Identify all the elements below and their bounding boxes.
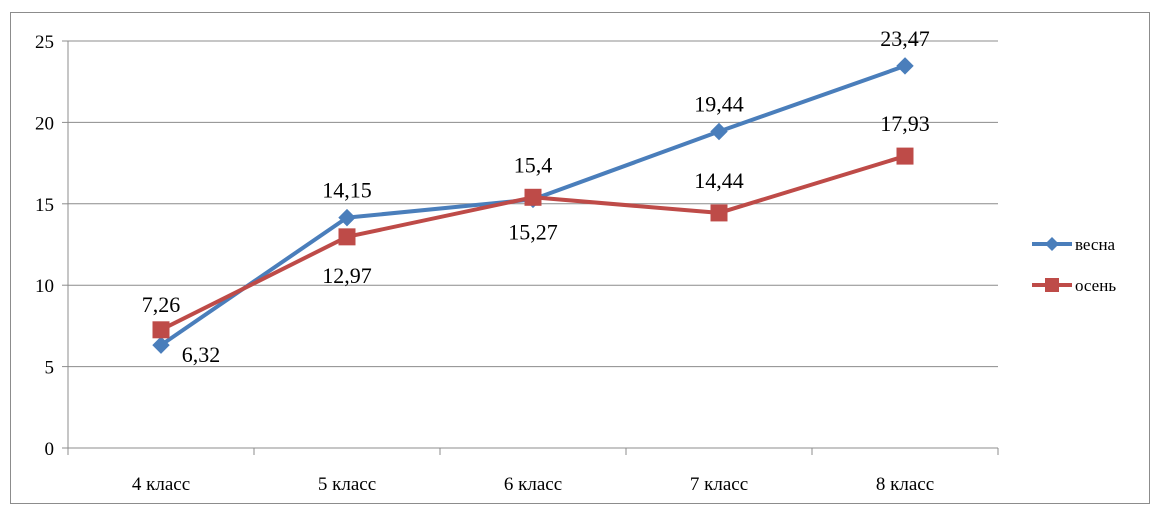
legend: весна осень [1032,235,1116,295]
legend-label-весна: весна [1075,235,1116,254]
data-label-осень: 7,26 [142,292,181,317]
point-осень [152,321,170,339]
point-осень [710,204,728,222]
point-осень [896,147,914,165]
x-tick-label: 7 класс [690,474,748,495]
y-tick-label: 5 [45,358,55,379]
point-осень [524,188,542,206]
legend-marker-весна [1045,237,1059,251]
data-label-осень: 12,97 [322,263,372,288]
y-tick-label: 15 [35,195,54,216]
data-label-весна: 6,32 [182,342,221,367]
x-tick-label: 4 класс [132,474,190,495]
data-label-весна: 14,15 [322,178,372,203]
data-labels: 6,32 14,15 15,27 19,44 23,47 7,26 12,97 15,4 14,… [142,26,930,367]
data-label-осень: 14,44 [694,168,744,193]
data-label-весна: 19,44 [694,92,744,117]
legend-marker-осень [1045,278,1059,292]
point-весна [152,336,170,354]
x-tick-label: 5 класс [318,474,376,495]
y-tick-label: 25 [35,32,54,53]
x-tick-label: 8 класс [876,474,934,495]
point-весна [710,122,728,141]
legend-label-осень: осень [1075,276,1116,295]
x-tick-label: 6 класс [504,474,562,495]
y-tick-label: 0 [45,439,55,460]
y-tick-label: 10 [35,276,54,297]
data-label-осень: 17,93 [880,111,930,136]
point-весна [896,57,914,75]
data-label-весна: 23,47 [880,26,930,51]
data-label-весна: 15,27 [508,219,558,244]
point-осень [338,228,356,246]
series-group [152,57,914,354]
chart-frame [10,12,1150,504]
point-весна [338,208,356,227]
gridlines [68,40,998,368]
data-label-осень: 15,4 [514,152,553,177]
axes: 0 5 10 15 20 25 4 класс 5 класс 6 класс 7 класс 8 … [35,32,999,495]
y-tick-label: 20 [35,113,54,134]
